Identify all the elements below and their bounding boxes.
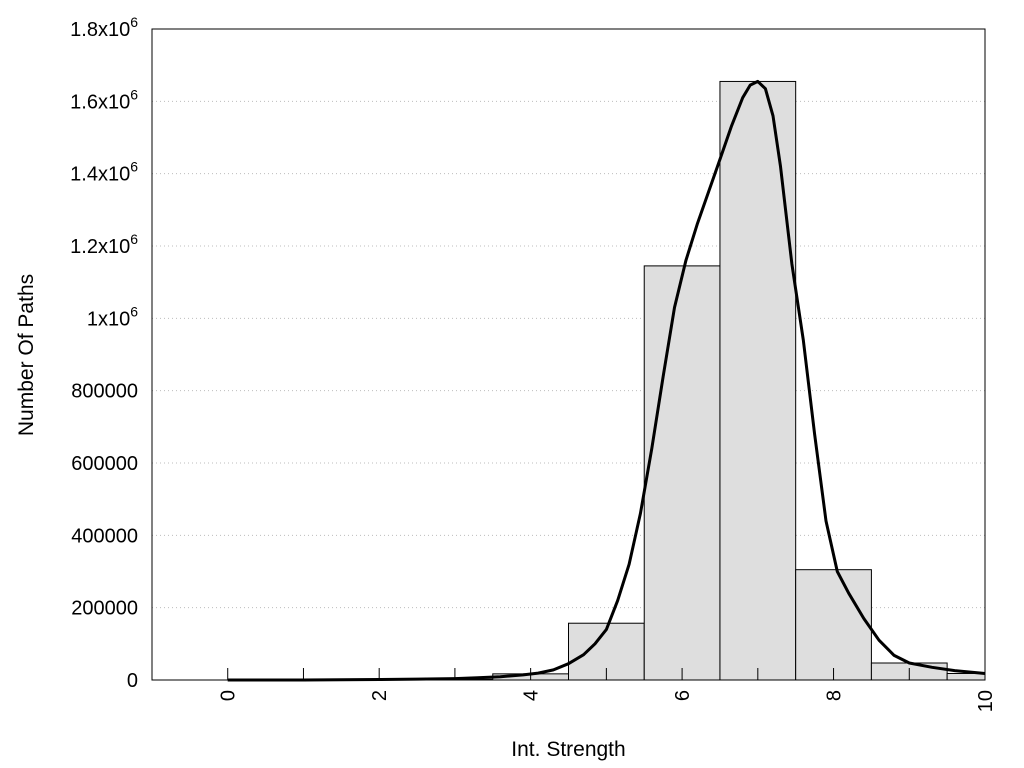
y-tick-label: 1.4x106 (70, 159, 138, 186)
histogram-bar (946, 672, 986, 681)
x-tick-label: 0 (218, 690, 240, 701)
histogram-bar (795, 569, 872, 681)
y-tick-label: 1.8x106 (70, 14, 138, 41)
y-axis-title: Number Of Paths (15, 274, 38, 436)
y-tick-label: 800000 (71, 381, 138, 403)
y-tick-label: 1x106 (87, 303, 138, 330)
x-axis-title: Int. Strength (511, 738, 625, 761)
fit-curve (227, 79, 986, 682)
plot-area-frame (151, 28, 986, 681)
fit-curve-line (227, 79, 986, 682)
y-tick-label: 200000 (71, 598, 138, 620)
y-tick-labels: 0 200000 400000 600000 800000 1x106 1.2x106 1.4… (70, 14, 138, 692)
histogram-bars (340, 80, 986, 681)
histogram-bar (643, 265, 721, 681)
x-tick-label: 2 (369, 690, 391, 701)
x-tick-label: 6 (672, 690, 694, 701)
x-tick-label: 8 (824, 690, 846, 701)
y-tick-label: 1.6x106 (70, 86, 138, 113)
axis-ticks (227, 668, 986, 680)
x-tick-label: 4 (521, 690, 543, 701)
x-tick-label: 10 (975, 690, 997, 712)
histogram-bar (719, 80, 797, 681)
x-tick-labels: 0 2 4 6 8 10 (218, 690, 997, 712)
grid-lines (152, 100, 985, 609)
y-tick-label: 0 (127, 670, 138, 692)
y-tick-label: 600000 (71, 453, 138, 475)
y-tick-label: 1.2x106 (70, 231, 138, 258)
y-tick-label: 400000 (71, 525, 138, 547)
